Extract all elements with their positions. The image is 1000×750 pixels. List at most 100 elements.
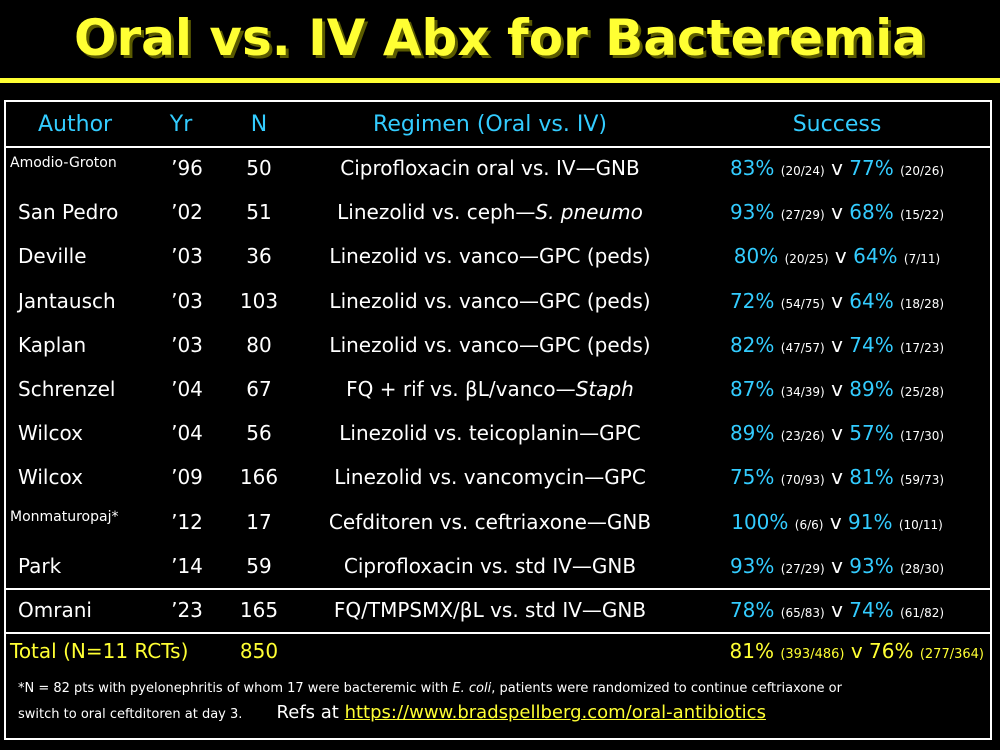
regimen-cell: Ciprofloxacin oral vs. IV—GNB [340,156,640,180]
regimen-cell: Linezolid vs. vanco—GPC (peds) [329,288,651,313]
n-cell: 103 [239,288,279,313]
table-row: Wilcox ’09 166 Linezolid vs. vancomycin—GPC… [0,455,1000,499]
success-cell: 83% (20/24) v 77% (20/26) [690,146,984,193]
vs-symbol: v [831,377,843,401]
vs-symbol: v [831,465,843,490]
n-cell: 166 [239,465,279,490]
n-cell: 50 [246,156,272,180]
oral-pct: 87% [729,377,775,401]
oral-frac: (47/57) [780,340,825,355]
iv-frac: (28/30) [900,561,945,576]
year-cell: ’09 [171,465,203,490]
iv-frac: (25/28) [900,385,945,399]
oral-pct: 75% [729,465,775,490]
table-row: Amodio-Groton ’96 50 Ciprofloxacin oral vs.… [0,146,1000,190]
oral-frac: (70/93) [780,473,825,488]
regimen-cell: Linezolid vs. teicoplanin—GPC [339,421,641,446]
year-cell: ’02 [171,200,203,225]
vs-symbol: v [831,421,843,446]
iv-pct: 64% [853,244,898,269]
iv-pct: 77% [849,156,894,180]
n-cell: 51 [246,200,272,225]
table-row: Kaplan ’03 80 Linezolid vs. vanco—GPC (peds… [0,323,1000,367]
n-cell: 56 [246,421,272,446]
success-cell: 80% (20/25) v 64% (7/11) [690,234,984,281]
author-cell: Park [18,553,62,578]
regimen-cell: Cefditoren vs. ceftriaxone—GNB [328,509,652,534]
iv-pct: 81% [849,465,894,490]
table-header-row: Author Yr N Regimen (Oral vs. IV) Succes… [0,103,1000,147]
regimen-cell: Linezolid vs. ceph—S. pneumo [337,200,643,225]
oral-pct: 72% [729,288,775,313]
total-separator [4,632,992,634]
oral-pct: 83% [729,156,775,180]
header-author: Author [38,112,113,137]
year-cell: ’03 [171,244,203,269]
oral-pct: 80% [733,244,779,269]
oral-frac: (23/26) [780,429,825,444]
iv-pct: 74% [849,332,894,357]
year-cell: ’14 [171,553,203,578]
footnote-line1: *N = 82 pts with pyelonephritis of whom … [18,681,842,696]
table-row: San Pedro ’02 51 Linezolid vs. ceph—S. pneu… [0,190,1000,234]
regimen-cell: Linezolid vs. vanco—GPC (peds) [329,332,651,357]
vs-symbol: v [831,553,843,578]
success-cell: 78% (65/83) v 74% (61/82) [690,588,984,635]
year-cell: ’03 [171,332,203,357]
table-row: Jantausch ’03 103 Linezolid vs. vanco—GPC (… [0,279,1000,323]
oral-frac: (27/29) [780,561,825,576]
iv-frac: (7/11) [903,252,941,267]
table-row: Omrani ’23 165 FQ/TMPSMX/βL vs. std IV—GNB 7… [0,588,1000,632]
success-cell: 93% (27/29) v 68% (15/22) [690,190,984,237]
refs-label: Refs at [276,702,345,723]
author-cell: Wilcox [18,465,83,490]
n-cell: 59 [246,553,272,578]
iv-pct: 68% [849,200,894,225]
oral-frac: (65/83) [780,606,825,620]
vs-symbol: v [831,598,843,622]
iv-frac: (18/28) [900,296,945,311]
author-cell: Amodio-Groton [10,155,117,171]
oral-pct: 78% [729,598,775,622]
oral-pct: 82% [729,332,775,357]
year-cell: ’04 [171,421,203,446]
iv-pct: 91% [848,509,893,534]
refs-link[interactable]: https://www.bradspellberg.com/oral-antib… [344,702,766,723]
year-cell: ’03 [171,288,203,313]
iv-frac: (17/23) [900,340,945,355]
oral-pct: 89% [729,421,775,446]
success-cell: 75% (70/93) v 81% (59/73) [690,455,984,502]
author-cell: San Pedro [18,200,119,225]
header-yr: Yr [169,112,193,137]
regimen-cell: Ciprofloxacin vs. std IV—GNB [343,553,637,578]
header-n: N [250,112,268,137]
year-cell: ’23 [171,598,203,622]
regimen-cell: Linezolid vs. vancomycin—GPC [334,465,646,490]
year-cell: ’04 [171,377,203,401]
vs-symbol: v [831,200,843,225]
oral-pct: 100% [731,509,789,534]
oral-pct: 93% [729,200,775,225]
vs-symbol: v [834,244,847,269]
omrani-top-separator [4,588,992,590]
total-row: Total (N=11 RCTs) 850 81% (393/486) v 76… [0,629,1000,673]
n-cell: 67 [246,377,272,401]
n-cell: 36 [246,244,272,269]
iv-frac: (17/30) [900,429,945,444]
title-underline [0,78,1000,83]
regimen-cell: Linezolid vs. vanco—GPC (peds) [329,244,651,269]
author-cell: Jantausch [18,288,116,313]
total-success: 81% (393/486) v 76% (277/364) [690,629,985,677]
year-cell: ’96 [171,156,203,180]
oral-frac: (6/6) [794,517,824,532]
iv-pct: 93% [849,553,894,578]
author-cell: Omrani [18,598,92,622]
slide-title: Oral vs. IV Abx for Bacteremia [73,9,927,67]
footnote: *N = 82 pts with pyelonephritis of whom … [18,677,988,727]
iv-pct: 64% [849,288,894,313]
success-cell: 82% (47/57) v 74% (17/23) [690,323,984,370]
vs-symbol: v [831,332,843,357]
oral-frac: (34/39) [780,385,825,399]
author-cell: Monmaturopaj* [10,508,119,525]
oral-frac: (20/25) [784,252,829,267]
